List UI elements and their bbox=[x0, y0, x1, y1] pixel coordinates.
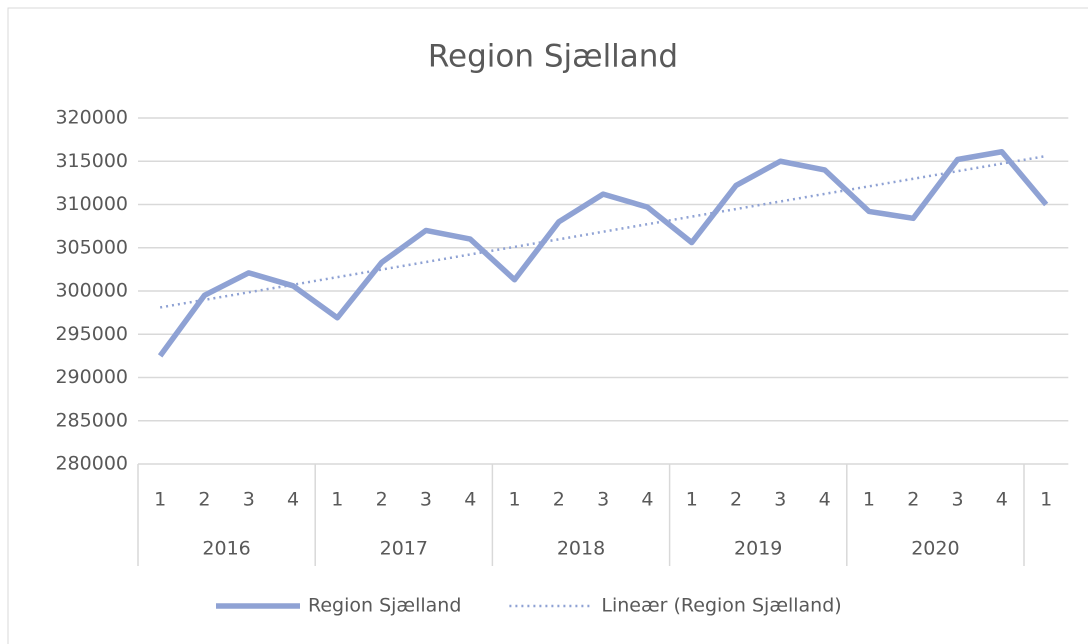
x-tick-label: 1 bbox=[686, 489, 698, 511]
y-tick-label: 315000 bbox=[55, 150, 128, 172]
x-tick-label: 3 bbox=[420, 489, 432, 511]
x-tick-label: 3 bbox=[952, 489, 964, 511]
x-tick-label: 2 bbox=[198, 489, 210, 511]
x-tick-label: 1 bbox=[509, 489, 521, 511]
x-tick-label: 2 bbox=[553, 489, 565, 511]
x-group-label: 2017 bbox=[380, 538, 428, 560]
x-tick-label: 3 bbox=[243, 489, 255, 511]
x-tick-label: 3 bbox=[774, 489, 786, 511]
chart-title: Region Sjælland bbox=[428, 39, 678, 75]
x-tick-label: 4 bbox=[464, 489, 476, 511]
x-tick-label: 1 bbox=[154, 489, 166, 511]
y-tick-label: 300000 bbox=[55, 280, 128, 302]
legend-label: Lineær (Region Sjælland) bbox=[601, 595, 841, 617]
x-tick-label: 4 bbox=[641, 489, 653, 511]
y-tick-label: 285000 bbox=[55, 409, 128, 431]
y-tick-label: 310000 bbox=[55, 193, 128, 215]
x-tick-label: 3 bbox=[597, 489, 609, 511]
x-tick-label: 2 bbox=[907, 489, 919, 511]
x-group-label: 2019 bbox=[734, 538, 782, 560]
y-tick-label: 305000 bbox=[55, 236, 128, 258]
x-group-label: 2018 bbox=[557, 538, 605, 560]
data-line bbox=[157, 148, 1049, 358]
legend-label: Region Sjælland bbox=[308, 595, 461, 617]
x-group-label: 2016 bbox=[202, 538, 250, 560]
y-tick-label: 295000 bbox=[55, 323, 128, 345]
y-tick-label: 290000 bbox=[55, 366, 128, 388]
y-tick-label: 320000 bbox=[55, 107, 128, 129]
x-tick-label: 1 bbox=[863, 489, 875, 511]
x-tick-label: 4 bbox=[287, 489, 299, 511]
x-tick-label: 2 bbox=[730, 489, 742, 511]
chart-frame bbox=[7, 7, 1088, 644]
x-tick-label: 4 bbox=[819, 489, 831, 511]
x-tick-label: 2 bbox=[376, 489, 388, 511]
x-tick-label: 1 bbox=[1040, 489, 1052, 511]
x-tick-label: 4 bbox=[996, 489, 1008, 511]
y-tick-label: 280000 bbox=[55, 453, 128, 475]
x-group-label: 2020 bbox=[911, 538, 959, 560]
x-tick-label: 1 bbox=[331, 489, 343, 511]
